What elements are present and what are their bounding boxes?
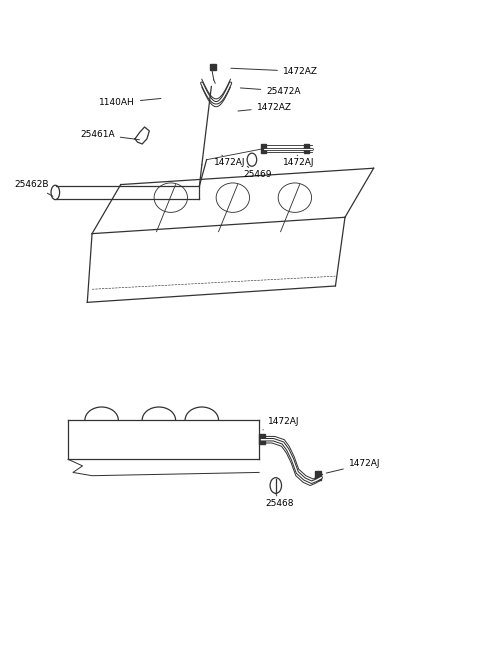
Text: 25461A: 25461A: [80, 129, 139, 140]
Text: 1472AJ: 1472AJ: [326, 459, 380, 473]
Bar: [210, 64, 216, 70]
Text: 25462B: 25462B: [15, 180, 53, 196]
Bar: [262, 144, 266, 153]
Text: 25469: 25469: [244, 166, 272, 179]
Bar: [315, 471, 321, 480]
Bar: [259, 434, 265, 443]
Text: 1472AJ: 1472AJ: [263, 417, 299, 430]
Text: 1472AJ: 1472AJ: [214, 155, 245, 168]
Text: 25468: 25468: [265, 493, 294, 508]
Text: 1140AH: 1140AH: [99, 99, 161, 107]
Text: 1472AZ: 1472AZ: [231, 67, 318, 76]
Text: 1472AZ: 1472AZ: [238, 103, 292, 112]
Text: 25472A: 25472A: [240, 87, 301, 95]
Bar: [304, 144, 309, 153]
Text: 1472AJ: 1472AJ: [283, 155, 314, 168]
